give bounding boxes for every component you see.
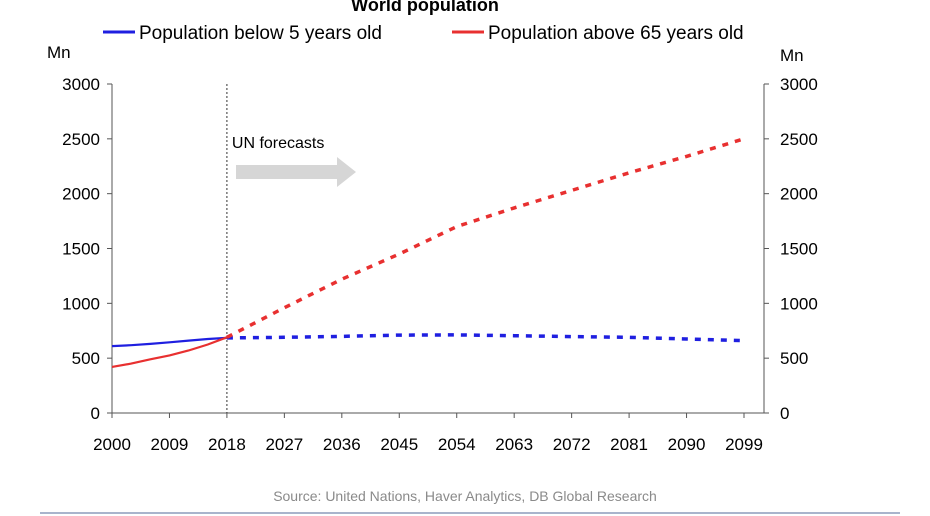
forecast-arrow xyxy=(236,157,356,187)
legend-label-above65: Population above 65 years old xyxy=(488,23,744,44)
y-tick-label-right: 0 xyxy=(780,404,789,423)
x-tick-label: 2045 xyxy=(380,435,418,454)
axes: 0 0 500 500 1000 1000 1500 1500 2000 2000 2500 2500… xyxy=(62,75,818,454)
series-line-above65-forecast xyxy=(226,137,745,339)
x-tick-label: 2036 xyxy=(323,435,361,454)
left-axis-unit: Mn xyxy=(47,43,71,62)
x-tick-label: 2054 xyxy=(438,435,476,454)
x-tick-label: 2000 xyxy=(93,435,131,454)
x-tick-label: 2072 xyxy=(553,435,591,454)
footer-divider xyxy=(40,512,900,514)
forecast-annotation: UN forecasts xyxy=(232,135,324,152)
y-tick-label-left: 1500 xyxy=(62,240,100,259)
y-tick-label-right: 1000 xyxy=(780,294,818,313)
series-line-below5-actual xyxy=(111,336,227,348)
chart-title: World population xyxy=(351,0,499,15)
x-tick-label: 2090 xyxy=(668,435,706,454)
series-lines xyxy=(111,137,745,368)
series-line-above65-actual xyxy=(111,336,228,368)
y-tick-label-right: 2000 xyxy=(780,185,818,204)
right-axis-unit: Mn xyxy=(780,46,804,65)
x-tick-label: 2009 xyxy=(151,435,189,454)
legend: Population below 5 years old Population … xyxy=(103,23,744,44)
y-tick-label-left: 0 xyxy=(91,404,100,423)
y-tick-label-right: 2500 xyxy=(780,130,818,149)
y-tick-label-left: 2000 xyxy=(62,185,100,204)
legend-label-below5: Population below 5 years old xyxy=(139,23,382,44)
x-tick-label: 2018 xyxy=(208,435,246,454)
x-tick-label: 2063 xyxy=(495,435,533,454)
series-line-below5-forecast xyxy=(226,333,745,343)
y-tick-label-left: 3000 xyxy=(62,75,100,94)
x-tick-label: 2099 xyxy=(725,435,763,454)
y-tick-label-left: 2500 xyxy=(62,130,100,149)
source-note: Source: United Nations, Haver Analytics,… xyxy=(273,488,657,504)
population-chart: World population Population below 5 year… xyxy=(47,0,818,454)
y-tick-label-right: 1500 xyxy=(780,240,818,259)
forecast-marker: UN forecasts xyxy=(226,84,356,413)
x-tick-label: 2081 xyxy=(610,435,648,454)
y-tick-label-left: 1000 xyxy=(62,294,100,313)
y-tick-label-right: 500 xyxy=(780,349,808,368)
y-tick-label-right: 3000 xyxy=(780,75,818,94)
x-tick-label: 2027 xyxy=(265,435,303,454)
y-tick-label-left: 500 xyxy=(72,349,100,368)
